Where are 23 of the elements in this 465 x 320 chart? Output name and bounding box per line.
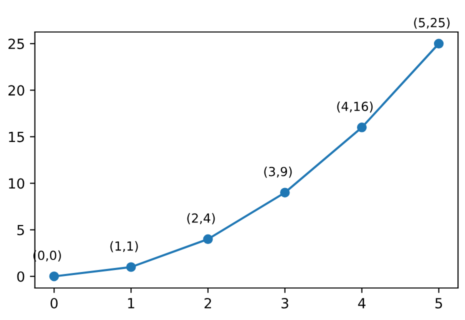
- x-tick-label: 3: [282, 298, 288, 308]
- point: [126, 262, 136, 272]
- point: [280, 188, 290, 198]
- annotation: (5,25): [414, 18, 450, 29]
- point: [49, 272, 59, 282]
- x-tick-label: 4: [358, 298, 366, 308]
- annotation: (4,16): [337, 101, 373, 113]
- point: [434, 38, 444, 48]
- point: [203, 234, 213, 244]
- x-tick-label: 1: [128, 298, 134, 308]
- y-tick-label: 0: [17, 271, 24, 282]
- x-tick-label: 5: [435, 298, 442, 308]
- point: [356, 122, 367, 132]
- y-tick-label: 20: [8, 85, 24, 96]
- y-tick-label: 5: [17, 224, 24, 236]
- y-tick-label: 15: [9, 132, 24, 142]
- x-tick-label: 2: [204, 298, 212, 308]
- y-tick-label: 25: [8, 38, 24, 50]
- y-tick-label: 10: [9, 178, 24, 189]
- annotation: (1,1): [110, 241, 138, 252]
- x-tick-label: 0: [50, 298, 58, 308]
- annotation: (2,4): [187, 213, 215, 224]
- annotation: (3,9): [264, 166, 292, 178]
